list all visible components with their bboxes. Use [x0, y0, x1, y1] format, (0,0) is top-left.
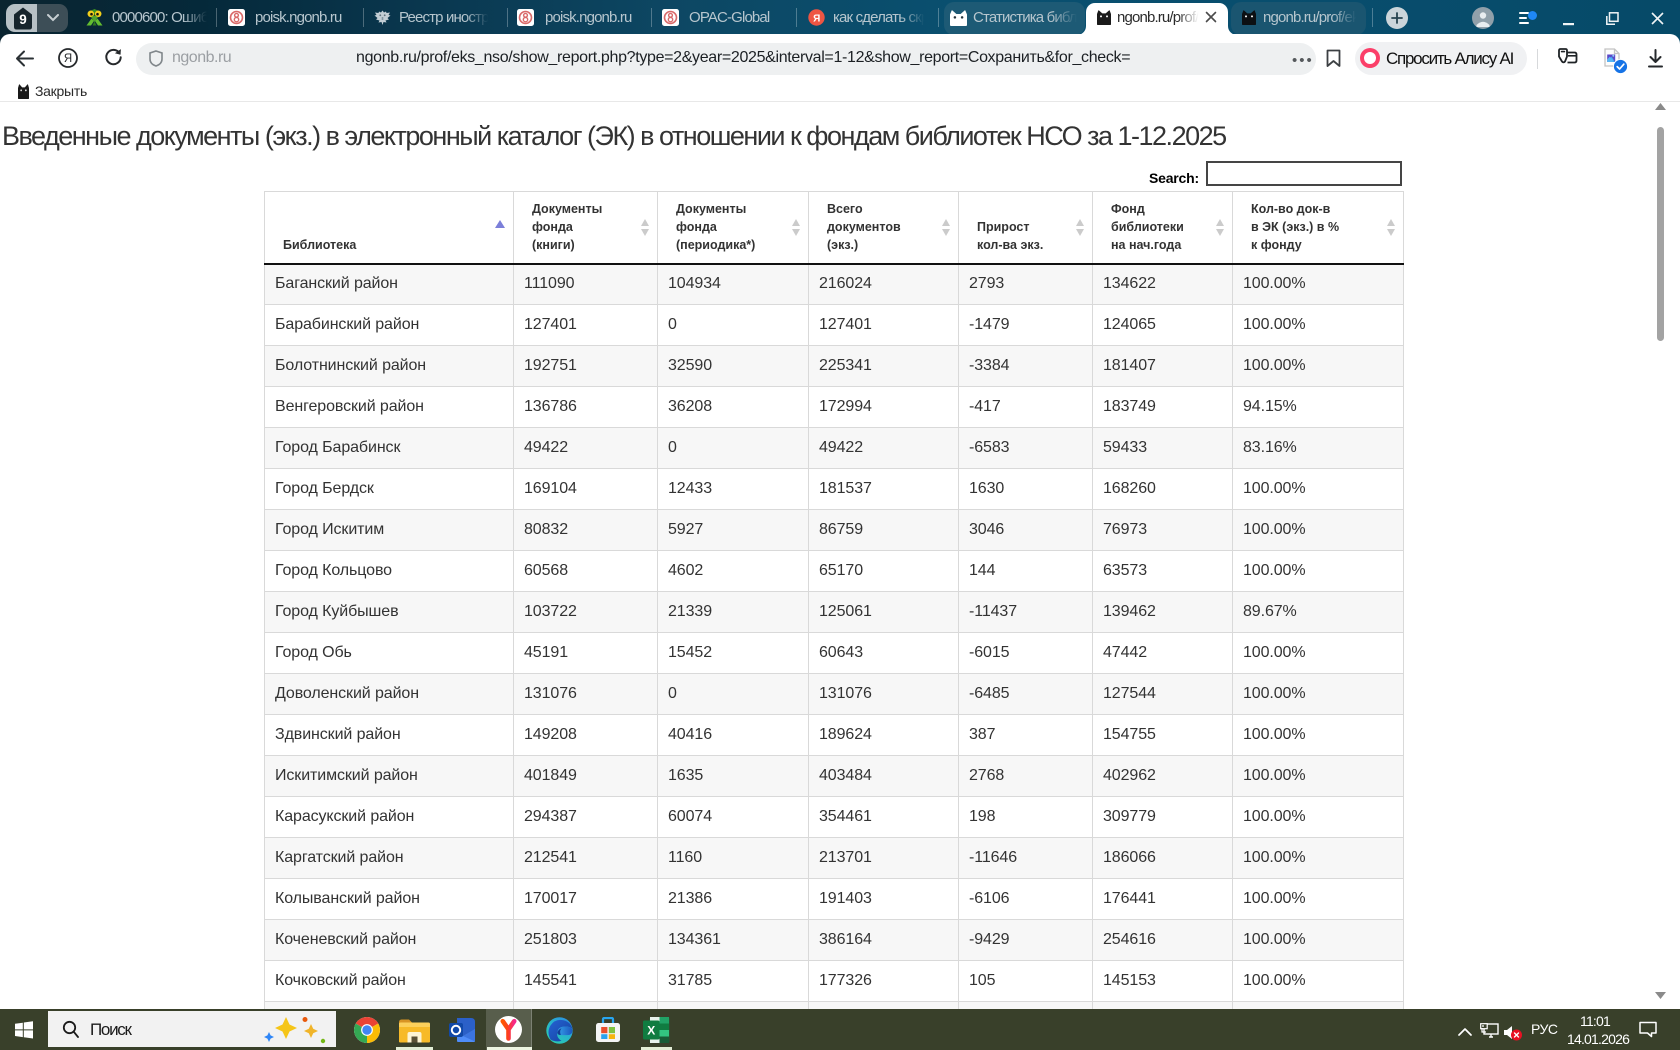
svg-text:9: 9 [19, 12, 27, 27]
svg-text:Я: Я [64, 53, 72, 65]
svg-text:Я: Я [813, 14, 820, 25]
svg-text:X: X [647, 1024, 655, 1038]
